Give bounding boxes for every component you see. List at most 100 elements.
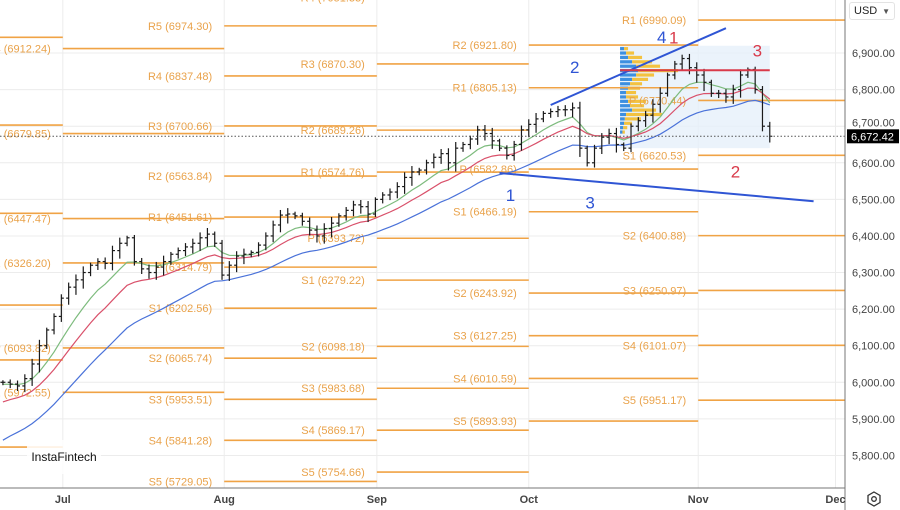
price-tick-label: 6,900.00 — [852, 48, 895, 60]
volume-profile-bar-buy — [620, 117, 625, 121]
ohlc-bar — [307, 217, 313, 236]
last-price-label: 6,672.42 — [851, 131, 894, 143]
ohlc-bar — [380, 192, 386, 204]
pivot-level-label: S5 (5729.05) — [149, 476, 213, 488]
pivot-level-label: S5 (5754.66) — [301, 467, 365, 479]
price-tick-label: 6,800.00 — [852, 85, 895, 97]
ohlc-bar — [453, 142, 459, 172]
pivot-level-label: 2 (6447.47) — [0, 214, 51, 226]
ohlc-bar — [657, 87, 663, 113]
ohlc-bar — [29, 358, 35, 386]
watermark-logo: InstaFintech — [27, 440, 101, 474]
volume-profile-bar-buy — [620, 121, 625, 125]
ohlc-bar — [15, 380, 21, 392]
ohlc-bar — [183, 243, 189, 257]
ohlc-bar — [197, 232, 203, 251]
volume-profile-bar-sell — [626, 90, 637, 95]
ohlc-bar — [7, 379, 13, 389]
pivot-level-label: 1 (5972.55) — [0, 387, 51, 399]
time-tick-label: Dec — [825, 494, 845, 506]
volume-profile-bar-buy — [620, 108, 633, 112]
ohlc-bar — [212, 231, 218, 247]
pivot-level-label: S2 (6243.92) — [453, 288, 517, 300]
pivot-level-label: S3 (6250.97) — [623, 285, 687, 297]
chevron-down-icon: ▼ — [882, 6, 890, 16]
ohlc-bar — [95, 258, 101, 270]
ohlc-bar — [402, 172, 408, 194]
time-tick-label: Sep — [367, 494, 387, 506]
volume-profile-bar-sell — [628, 99, 647, 103]
volume-profile-bar-sell — [628, 55, 643, 60]
ohlc-bar — [394, 182, 400, 199]
price-tick-label: 6,400.00 — [852, 231, 895, 243]
ohlc-bar — [350, 200, 356, 217]
ohlc-bar — [277, 209, 283, 233]
pivot-level-label: S5 (5951.17) — [623, 395, 687, 407]
ohlc-bar — [730, 84, 736, 104]
pivot-level-label: R3 (6870.30) — [301, 59, 365, 71]
ohlc-bar — [650, 99, 656, 123]
time-tick-label: Aug — [214, 494, 235, 506]
ohlc-bar — [591, 144, 597, 168]
price-tick-label: 6,700.00 — [852, 117, 895, 129]
ohlc-bar — [643, 110, 649, 127]
ohlc-bar — [372, 197, 378, 217]
pivot-level-label: R1 (6451.61) — [148, 212, 212, 224]
ohlc-bar — [445, 148, 451, 171]
ohlc-bar — [467, 135, 473, 150]
ohlc-bar — [139, 257, 145, 274]
ohlc-bar — [665, 72, 671, 97]
settings-icon[interactable] — [866, 491, 882, 507]
ohlc-bar — [409, 166, 415, 186]
pivot-level-label: S3 (5983.68) — [301, 383, 365, 395]
pivot-level-label: R2 (6563.84) — [148, 171, 212, 183]
ohlc-bar — [424, 159, 430, 175]
volume-profile-bar-sell — [624, 47, 629, 51]
currency-select[interactable]: USD ▼ — [849, 2, 895, 20]
ohlc-bar — [146, 264, 152, 279]
ohlc-bar — [241, 248, 247, 265]
ohlc-bar — [511, 140, 517, 161]
ohlc-bar — [58, 294, 64, 322]
ohlc-bar — [723, 89, 729, 103]
pivot-level-label: S4 (6010.59) — [453, 373, 517, 385]
pivot-level-label: R2 (6921.80) — [453, 40, 517, 52]
ohlc-bar — [44, 327, 50, 349]
pivot-level-label: S1 (6466.19) — [453, 207, 517, 219]
volume-profile-bar-buy — [620, 73, 637, 77]
ohlc-bar — [226, 261, 232, 281]
ohlc-bar — [131, 234, 137, 266]
ohlc-bar — [336, 213, 342, 227]
ohlc-bar — [358, 199, 364, 214]
ohlc-bar — [489, 127, 495, 149]
wave-label: 1 — [506, 186, 515, 205]
volume-profile-bar-buy — [620, 82, 631, 86]
ohlc-bar — [497, 138, 503, 152]
ohlc-bar — [299, 212, 305, 226]
pivot-level-label: S2 (6098.18) — [301, 341, 365, 353]
ohlc-bar — [504, 145, 510, 160]
pivot-level-label: S2 (6065.74) — [149, 353, 213, 365]
price-tick-label: 5,900.00 — [852, 414, 895, 426]
volume-profile-bar-sell — [632, 108, 657, 112]
wave-label: 1 — [669, 29, 678, 48]
wave-label: 3 — [585, 194, 594, 213]
price-axis — [845, 0, 900, 510]
ohlc-bar — [314, 225, 320, 243]
ohlc-bar — [738, 69, 744, 98]
ohlc-bar — [759, 86, 765, 132]
volume-profile-bar-buy — [620, 104, 631, 108]
ohlc-bar — [577, 101, 583, 157]
ohlc-bar — [22, 374, 28, 393]
ohlc-bar — [438, 149, 444, 164]
ohlc-bar — [548, 108, 554, 118]
ohlc-bar — [475, 125, 481, 145]
volume-profile-bar-buy — [620, 95, 627, 99]
volume-profile-bar-sell — [626, 112, 663, 117]
volume-profile-bar-sell — [632, 77, 649, 81]
price-tick-label: 6,600.00 — [852, 158, 895, 170]
ohlc-bar — [555, 105, 561, 118]
pivot-level-label: R1 (6805.13) — [453, 83, 517, 95]
ohlc-bar — [621, 142, 627, 152]
